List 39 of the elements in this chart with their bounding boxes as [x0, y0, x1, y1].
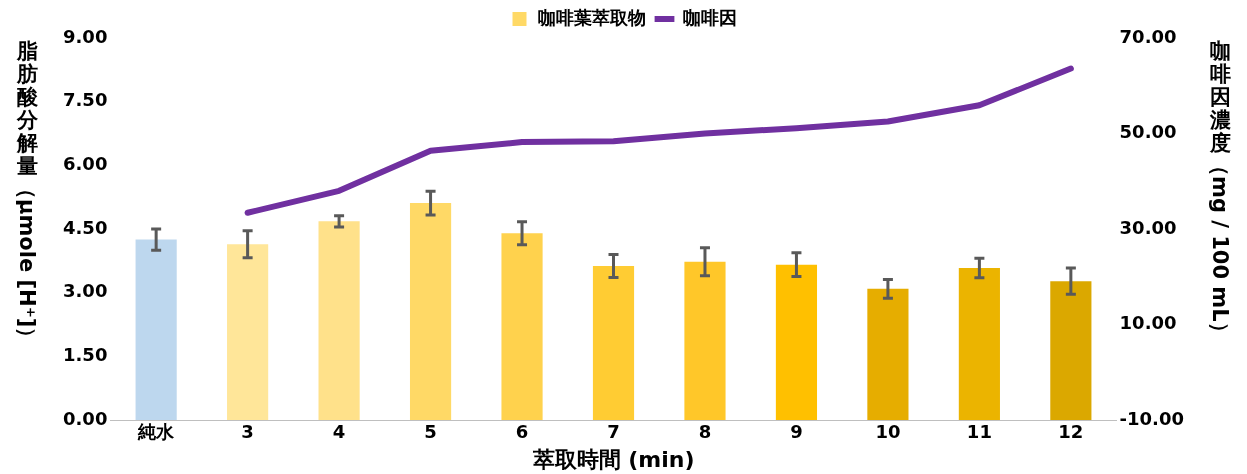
y-axis-title: 脂肪酸分解量（μmole [H⁺]）	[14, 39, 40, 349]
bar	[867, 288, 909, 420]
y-tick-label: 4.50	[62, 216, 108, 238]
x-tick-label: 10	[875, 421, 901, 443]
bar	[135, 239, 177, 420]
x-tick-label: 11	[966, 421, 992, 443]
bar	[592, 265, 635, 420]
y-tick-label: 3.00	[62, 280, 108, 302]
x-axis-title: 萃取時間 (min)	[531, 446, 695, 472]
x-tick-label: 7	[607, 421, 620, 443]
x-tick-label: 6	[515, 421, 529, 443]
bar	[409, 203, 452, 420]
y-tick-label: 1.50	[62, 344, 108, 366]
y2-tick-label: 70.00	[1119, 25, 1177, 47]
legend-label: 咖啡因	[682, 6, 737, 28]
y2-tick-label: 30.00	[1119, 216, 1177, 238]
x-tick-label: 純水	[137, 421, 176, 443]
x-tick-label: 5	[424, 421, 437, 443]
y-tick-label: 0.00	[62, 407, 108, 429]
y-tick-label: 6.00	[62, 153, 108, 175]
bar	[227, 244, 269, 420]
x-tick-label: 8	[698, 421, 712, 443]
bar	[775, 264, 818, 420]
y2-tick-label: -10.00	[1119, 407, 1184, 429]
x-tick-label: 3	[241, 421, 254, 443]
x-tick-label: 9	[790, 421, 803, 443]
y2-tick-label: 10.00	[1119, 312, 1177, 334]
bar	[684, 261, 726, 420]
bar	[501, 233, 543, 420]
x-tick-label: 4	[332, 421, 346, 443]
y-tick-label: 7.50	[62, 89, 108, 111]
bar	[958, 268, 1000, 420]
bar	[318, 221, 360, 420]
y2-axis-title: 咖啡因濃度（mg / 100 mL）	[1207, 39, 1233, 343]
bar	[1050, 281, 1092, 420]
legend-label: 咖啡葉萃取物	[537, 6, 646, 28]
y-tick-label: 9.00	[62, 25, 108, 47]
y2-tick-label: 50.00	[1119, 121, 1177, 143]
x-tick-label: 12	[1058, 421, 1084, 443]
